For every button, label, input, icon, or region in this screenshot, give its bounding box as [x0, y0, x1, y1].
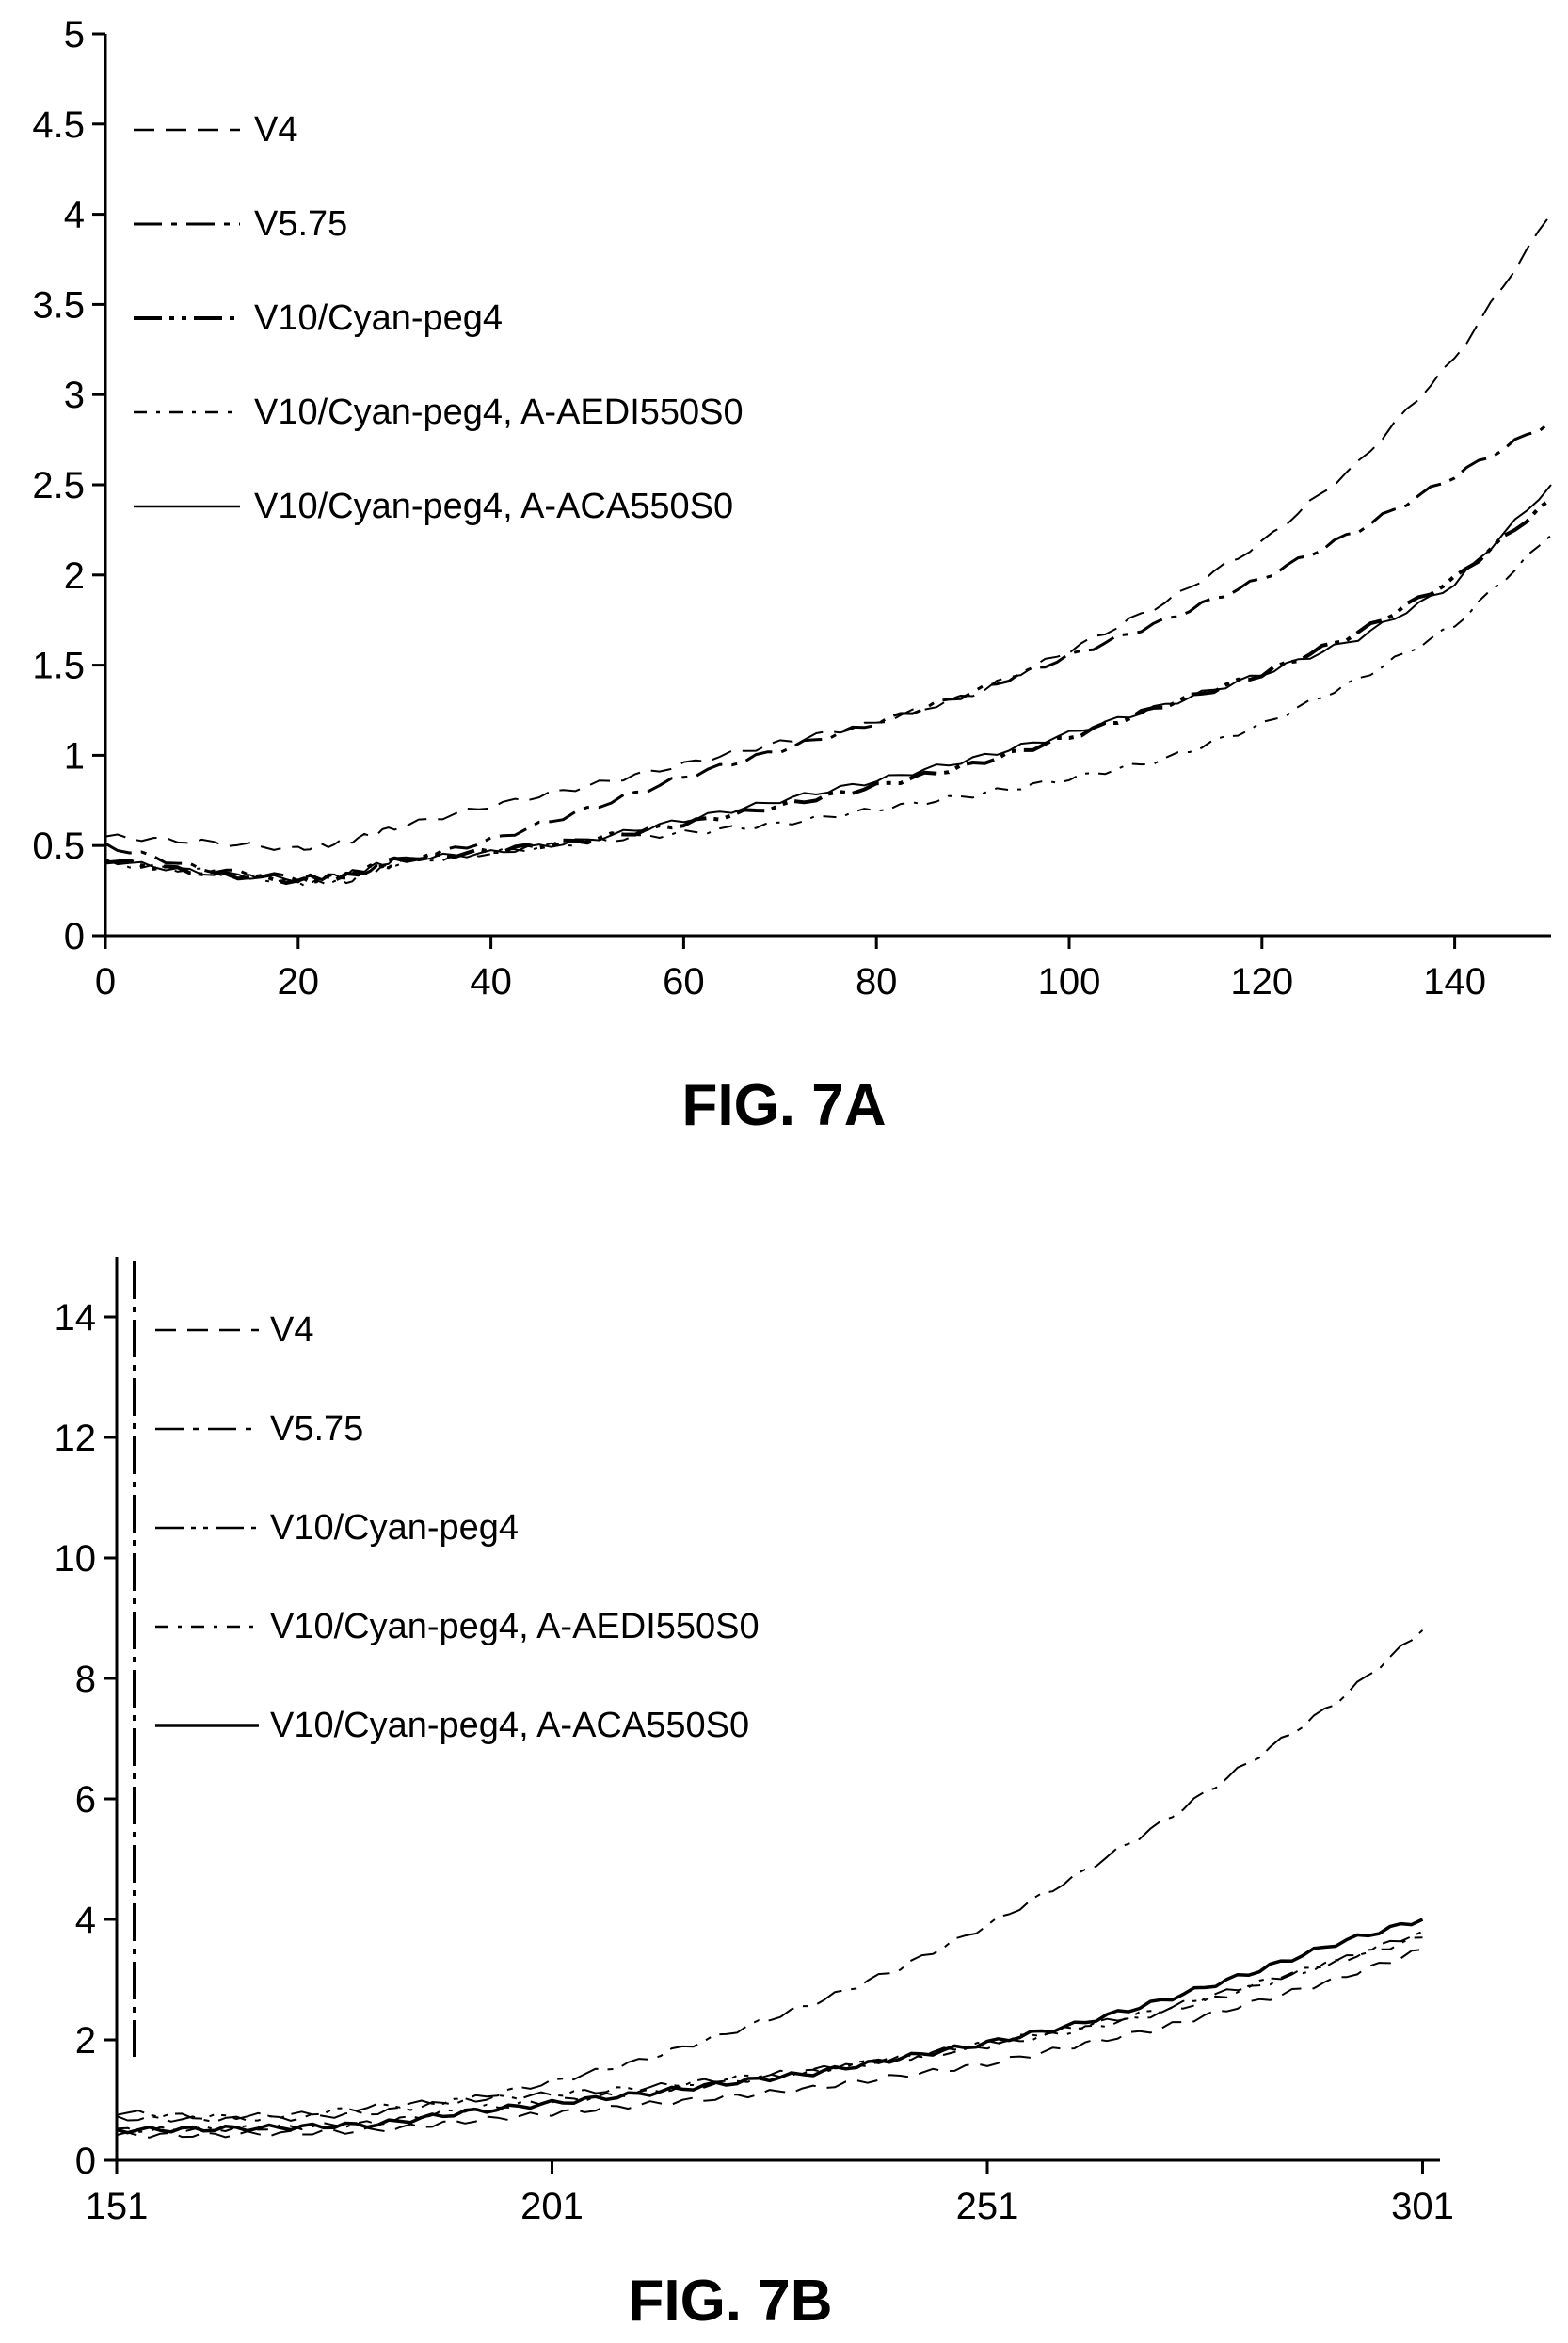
y-tick-label: 2 — [75, 2020, 96, 2062]
x-tick-label: 201 — [520, 2186, 584, 2227]
legend-label-3: V10/Cyan-peg4 — [270, 1508, 519, 1548]
series-line-3 — [104, 497, 1553, 886]
legend-label-5: V10/Cyan-peg4, A-ACA550S0 — [270, 1706, 749, 1745]
legend-label-3: V10/Cyan-peg4 — [254, 298, 503, 338]
series-line-1 — [116, 1949, 1423, 2139]
y-tick-label: 14 — [55, 1297, 97, 1339]
y-tick-label: 4 — [75, 1900, 96, 1941]
y-tick-label: 12 — [55, 1418, 97, 1459]
legend-7a: V4 V5.75 V10/Cyan-peg4 V10/Cyan-peg4, A-AED… — [134, 110, 744, 526]
y-tick-label: 1 — [64, 735, 85, 777]
y-tick-label: 4.5 — [32, 104, 85, 146]
series-line-2 — [116, 1629, 1424, 2124]
figure-caption-7a: FIG. 7A — [681, 1073, 886, 1138]
chart-panel-7b: 0 2 4 6 8 10 12 14 151 201 251 301 V4 V5.75 V10/Cyan… — [55, 1257, 1454, 2334]
series-line-3 — [116, 1930, 1423, 2120]
x-tick-label: 40 — [470, 961, 512, 1003]
legend-label-5: V10/Cyan-peg4, A-ACA550S0 — [254, 487, 733, 526]
x-tick-label: 251 — [956, 2186, 1019, 2227]
y-tick-label: 2.5 — [32, 465, 85, 506]
figure-caption-7b: FIG. 7B — [628, 2269, 832, 2334]
y-tick-label: 6 — [75, 1779, 96, 1821]
legend-label-2: V5.75 — [270, 1409, 363, 1449]
x-tick-label: 0 — [95, 961, 116, 1003]
y-tick-label: 4 — [64, 195, 85, 236]
y-axis-7a: 0 0.5 1 1.5 2 2.5 3 3.5 4 4.5 5 — [32, 14, 107, 957]
series-line-4 — [116, 1936, 1423, 2133]
series-line-2 — [104, 420, 1552, 882]
legend-label-4: V10/Cyan-peg4, A-AEDI550S0 — [270, 1607, 760, 1646]
legend-7b: V4 V5.75 V10/Cyan-peg4 V10/Cyan-peg4, A-AED… — [133, 1261, 760, 2057]
y-axis-7b: 0 2 4 6 8 10 12 14 — [55, 1257, 119, 2182]
series-line-5 — [104, 484, 1552, 884]
x-tick-label: 120 — [1230, 961, 1293, 1003]
series-lines-7a — [104, 213, 1553, 887]
x-tick-label: 60 — [663, 961, 705, 1003]
y-tick-label: 0 — [75, 2141, 96, 2182]
legend-label-4: V10/Cyan-peg4, A-AEDI550S0 — [254, 393, 744, 432]
y-tick-label: 1.5 — [32, 646, 85, 687]
x-tick-label: 20 — [278, 961, 320, 1003]
series-lines-7b — [116, 1629, 1424, 2139]
y-tick-label: 2 — [64, 555, 85, 597]
y-tick-label: 0.5 — [32, 826, 85, 867]
series-line-1 — [104, 213, 1552, 851]
legend-label-1: V4 — [270, 1310, 313, 1350]
x-tick-label: 301 — [1391, 2186, 1454, 2227]
chart-panel-7a: 0 0.5 1 1.5 2 2.5 3 3.5 4 4.5 5 0 20 40 60 80 100 120 140… — [32, 14, 1553, 1138]
x-tick-label: 140 — [1423, 961, 1486, 1003]
series-line-5 — [116, 1918, 1424, 2135]
y-tick-label: 0 — [64, 916, 85, 957]
x-tick-label: 151 — [86, 2186, 149, 2227]
y-tick-label: 5 — [64, 14, 85, 56]
legend-label-1: V4 — [254, 110, 297, 150]
y-tick-label: 10 — [55, 1538, 97, 1580]
y-tick-label: 8 — [75, 1659, 96, 1700]
y-tick-label: 3 — [64, 375, 85, 416]
y-tick-label: 3.5 — [32, 284, 85, 326]
x-axis-7a: 0 20 40 60 80 100 120 140 — [95, 934, 1551, 1003]
legend-label-2: V5.75 — [254, 204, 347, 244]
x-tick-label: 100 — [1038, 961, 1101, 1003]
x-tick-label: 80 — [856, 961, 898, 1003]
x-axis-7b: 151 201 251 301 — [86, 2158, 1454, 2227]
series-line-4 — [104, 534, 1552, 887]
